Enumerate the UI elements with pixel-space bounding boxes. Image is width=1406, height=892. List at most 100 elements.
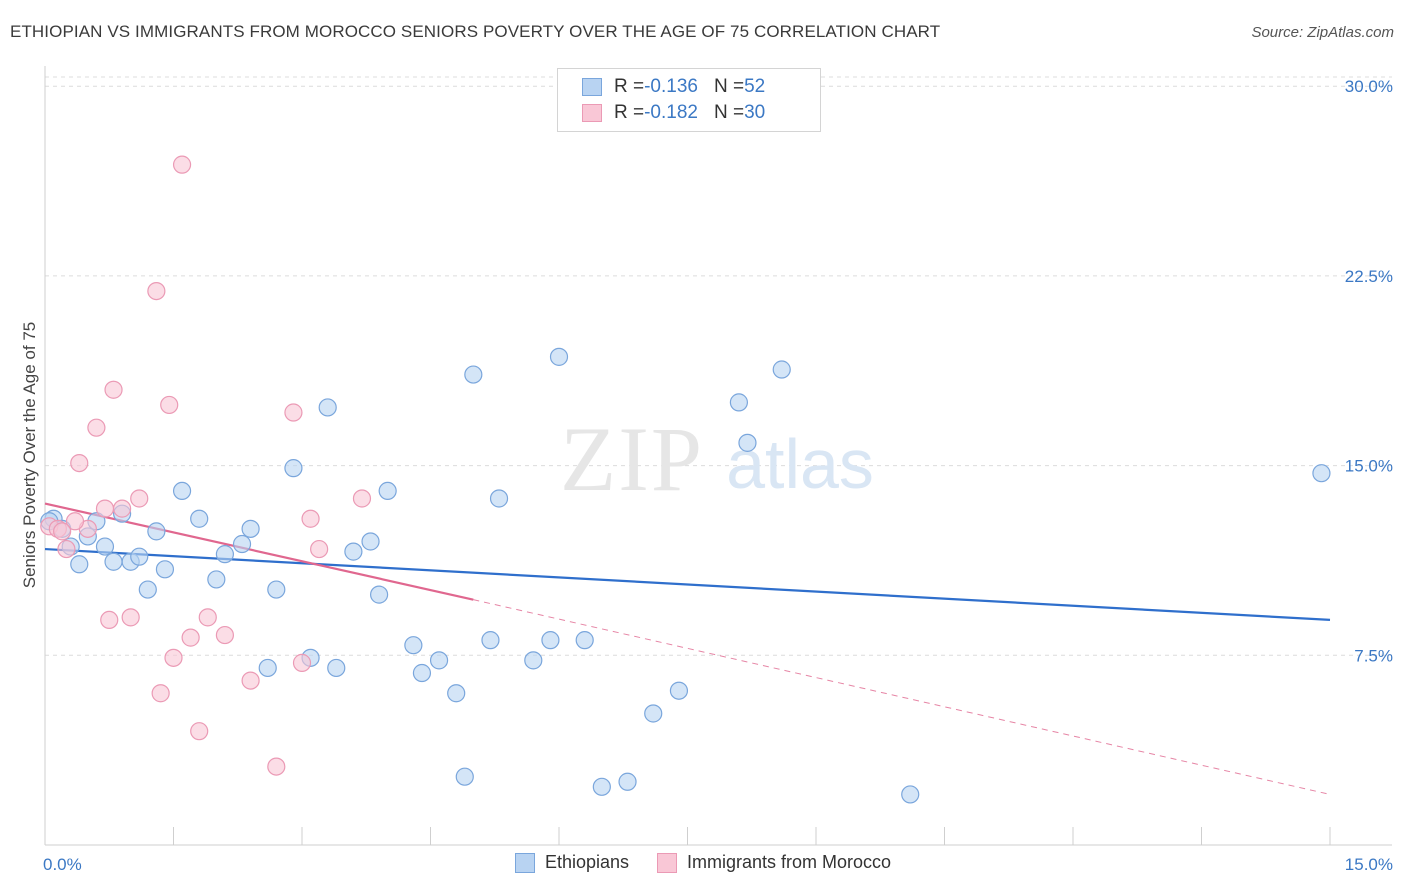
point-ethiopians	[138, 580, 157, 599]
point-ethiopians	[729, 393, 749, 412]
watermark: ZIP atlas	[560, 408, 874, 510]
point-morocco	[172, 155, 192, 174]
series-legend: Ethiopians Immigrants from Morocco	[0, 852, 1406, 873]
trend-line-ethiopians	[44, 547, 1331, 621]
point-ethiopians	[190, 509, 209, 528]
point-ethiopians	[772, 360, 791, 379]
point-ethiopians	[738, 433, 757, 452]
point-morocco	[104, 380, 123, 399]
point-ethiopians	[155, 560, 175, 579]
y-tick-label: 15.0%	[1345, 457, 1393, 476]
point-morocco	[100, 610, 119, 629]
point-ethiopians	[524, 651, 543, 670]
legend-r-label: R =	[614, 76, 645, 97]
axes	[44, 66, 1392, 846]
point-ethiopians	[130, 547, 149, 566]
point-morocco	[151, 684, 170, 703]
point-morocco	[121, 608, 140, 627]
point-morocco	[190, 722, 209, 741]
point-ethiopians	[447, 684, 466, 703]
point-ethiopians	[644, 704, 663, 723]
y-tick-label: 22.5%	[1345, 267, 1393, 286]
legend-swatch-pink	[582, 104, 602, 122]
point-morocco	[292, 653, 312, 672]
x-tick-label: 15.0%	[1345, 855, 1393, 874]
point-morocco	[181, 628, 200, 647]
point-ethiopians	[318, 398, 337, 417]
stats-legend-row-morocco: R = -0.182 N = 30	[582, 100, 765, 126]
point-morocco	[160, 395, 179, 415]
point-ethiopians	[541, 631, 560, 650]
point-ethiopians	[258, 658, 277, 678]
legend-item-morocco[interactable]: Immigrants from Morocco	[657, 852, 891, 873]
point-morocco	[95, 499, 115, 518]
point-morocco	[284, 403, 303, 422]
point-morocco	[301, 509, 320, 528]
point-ethiopians	[481, 631, 500, 650]
point-ethiopians	[429, 651, 449, 670]
point-ethiopians	[575, 631, 594, 650]
point-ethiopians	[1312, 464, 1331, 483]
point-ethiopians	[95, 537, 115, 556]
legend-n-label: N =	[713, 76, 745, 97]
point-morocco	[57, 539, 76, 559]
stats-legend-row-ethiopians: R = -0.136 N = 52	[582, 74, 765, 100]
point-morocco	[198, 608, 217, 627]
watermark-zip: ZIP	[560, 408, 704, 510]
point-ethiopians	[901, 785, 920, 804]
chart-title: ETHIOPIAN VS IMMIGRANTS FROM MOROCCO SEN…	[10, 22, 941, 41]
point-morocco	[267, 757, 286, 776]
source-label: Source: ZipAtlas.com	[1251, 24, 1394, 41]
point-ethiopians	[344, 542, 363, 561]
legend-n-label: N =	[713, 102, 745, 123]
legend-n-value: 30	[744, 102, 766, 123]
point-ethiopians	[549, 347, 569, 366]
point-ethiopians	[147, 522, 166, 541]
legend-n-value: 52	[744, 76, 766, 97]
point-ethiopians	[215, 545, 234, 564]
point-ethiopians	[104, 552, 123, 571]
legend-r-value: -0.136	[644, 76, 698, 97]
point-ethiopians	[267, 580, 286, 599]
point-ethiopians	[284, 459, 303, 478]
stats-legend: R = -0.136 N = 52 R = -0.182 N = 30	[557, 68, 821, 132]
legend-swatch-blue	[582, 78, 602, 96]
point-ethiopians	[232, 534, 252, 554]
point-ethiopians	[455, 767, 474, 786]
legend-label: Immigrants from Morocco	[687, 852, 892, 872]
point-morocco	[352, 489, 372, 508]
point-ethiopians	[70, 555, 89, 574]
legend-r-label: R =	[614, 102, 645, 123]
point-morocco	[310, 539, 329, 559]
point-ethiopians	[361, 532, 380, 551]
point-ethiopians	[241, 519, 260, 538]
point-ethiopians	[464, 365, 483, 384]
point-ethiopians	[404, 636, 423, 655]
y-tick-label: 30.0%	[1345, 77, 1393, 96]
point-morocco	[164, 648, 183, 667]
point-morocco	[87, 418, 106, 437]
y-tick-label: 7.5%	[1354, 646, 1393, 665]
point-ethiopians	[669, 681, 689, 700]
point-morocco	[130, 489, 149, 508]
point-ethiopians	[618, 772, 637, 791]
x-tick-label: 0.0%	[43, 855, 82, 874]
legend-swatch-blue	[514, 852, 535, 873]
legend-r-value: -0.182	[644, 102, 698, 123]
grid-lines	[45, 76, 1392, 656]
tick-labels: 7.5% 15.0% 22.5% 30.0% 0.0% 15.0%	[43, 77, 1393, 874]
point-morocco	[147, 282, 166, 301]
point-morocco	[65, 512, 85, 531]
point-ethiopians	[412, 663, 432, 683]
point-ethiopians	[489, 489, 509, 508]
legend-swatch-pink	[657, 852, 677, 873]
point-ethiopians	[327, 658, 346, 678]
point-ethiopians	[592, 777, 611, 796]
point-morocco	[215, 625, 234, 645]
data-points	[40, 155, 1331, 804]
point-morocco	[70, 453, 89, 473]
point-morocco	[112, 499, 132, 518]
legend-item-ethiopians[interactable]: Ethiopians	[514, 852, 629, 873]
trend-line-morocco-extension	[473, 599, 1331, 795]
